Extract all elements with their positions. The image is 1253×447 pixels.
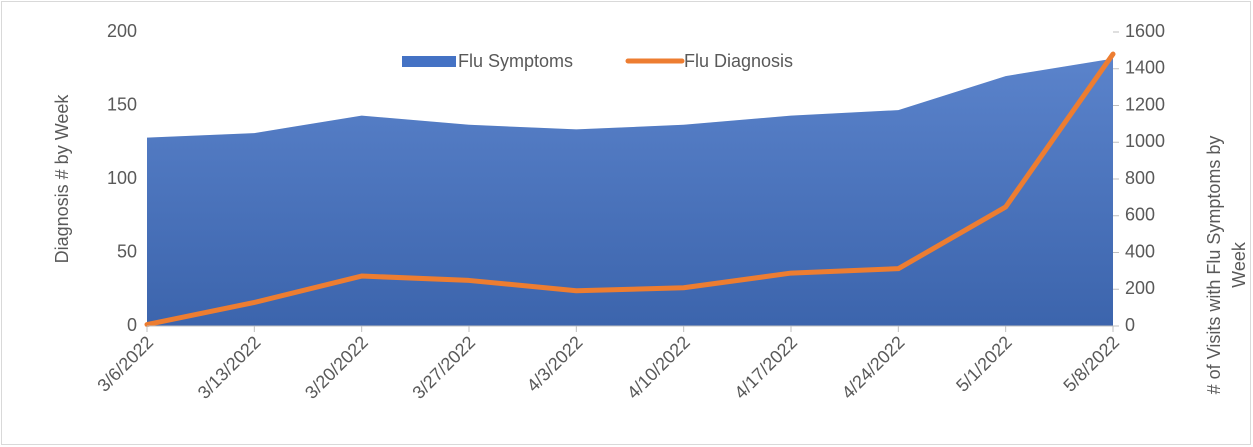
y2-axis-label: Week (1229, 241, 1249, 288)
y-tick-label: 0 (127, 315, 137, 335)
y-axis-label: Diagnosis # by Week (52, 94, 72, 264)
legend-label: Flu Diagnosis (684, 51, 793, 71)
y-tick-label: 100 (107, 168, 137, 188)
legend-label: Flu Symptoms (458, 51, 573, 71)
y2-axis-label: # of Visits with Flu Symptoms by (1204, 136, 1224, 395)
y2-tick-label: 1600 (1125, 21, 1165, 41)
y2-tick-label: 0 (1125, 315, 1135, 335)
y2-tick-label: 800 (1125, 168, 1155, 188)
y2-tick-label: 200 (1125, 278, 1155, 298)
y2-tick-label: 1400 (1125, 58, 1165, 78)
y2-tick-label: 400 (1125, 241, 1155, 261)
y2-tick-label: 600 (1125, 205, 1155, 225)
y2-tick-label: 1200 (1125, 94, 1165, 114)
y-tick-label: 50 (117, 241, 137, 261)
line (144, 51, 1116, 328)
y-tick-label: 200 (107, 21, 137, 41)
y2-tick-label: 1000 (1125, 131, 1165, 151)
y-tick-label: 150 (107, 94, 137, 114)
legend-swatch (402, 56, 456, 67)
area-shade (147, 58, 1113, 327)
